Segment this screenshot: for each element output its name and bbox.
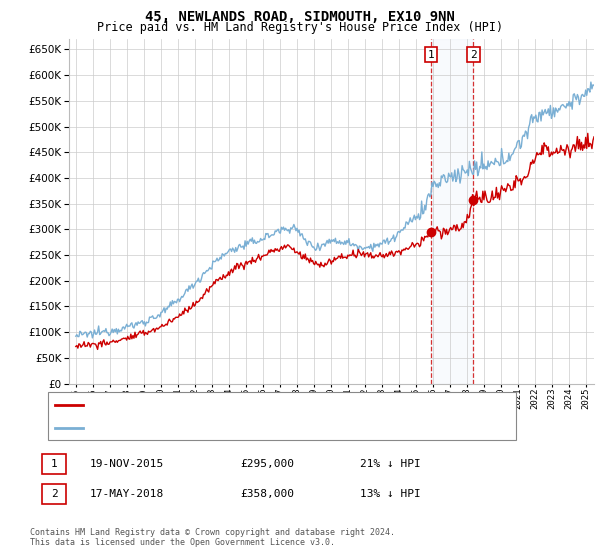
Text: Price paid vs. HM Land Registry's House Price Index (HPI): Price paid vs. HM Land Registry's House … (97, 21, 503, 34)
Text: £358,000: £358,000 (240, 489, 294, 499)
Text: Contains HM Land Registry data © Crown copyright and database right 2024.
This d: Contains HM Land Registry data © Crown c… (30, 528, 395, 547)
Text: HPI: Average price, detached house, East Devon: HPI: Average price, detached house, East… (87, 423, 374, 433)
Text: 45, NEWLANDS ROAD, SIDMOUTH, EX10 9NN (detached house): 45, NEWLANDS ROAD, SIDMOUTH, EX10 9NN (d… (87, 400, 425, 410)
Text: 2: 2 (50, 489, 58, 499)
Text: 17-MAY-2018: 17-MAY-2018 (90, 489, 164, 499)
Text: 1: 1 (428, 49, 434, 59)
Text: 19-NOV-2015: 19-NOV-2015 (90, 459, 164, 469)
Text: 13% ↓ HPI: 13% ↓ HPI (360, 489, 421, 499)
Text: £295,000: £295,000 (240, 459, 294, 469)
Text: 21% ↓ HPI: 21% ↓ HPI (360, 459, 421, 469)
Text: 1: 1 (50, 459, 58, 469)
Text: 45, NEWLANDS ROAD, SIDMOUTH, EX10 9NN: 45, NEWLANDS ROAD, SIDMOUTH, EX10 9NN (145, 10, 455, 24)
Bar (431, 39, 473, 384)
Text: 2: 2 (470, 49, 477, 59)
